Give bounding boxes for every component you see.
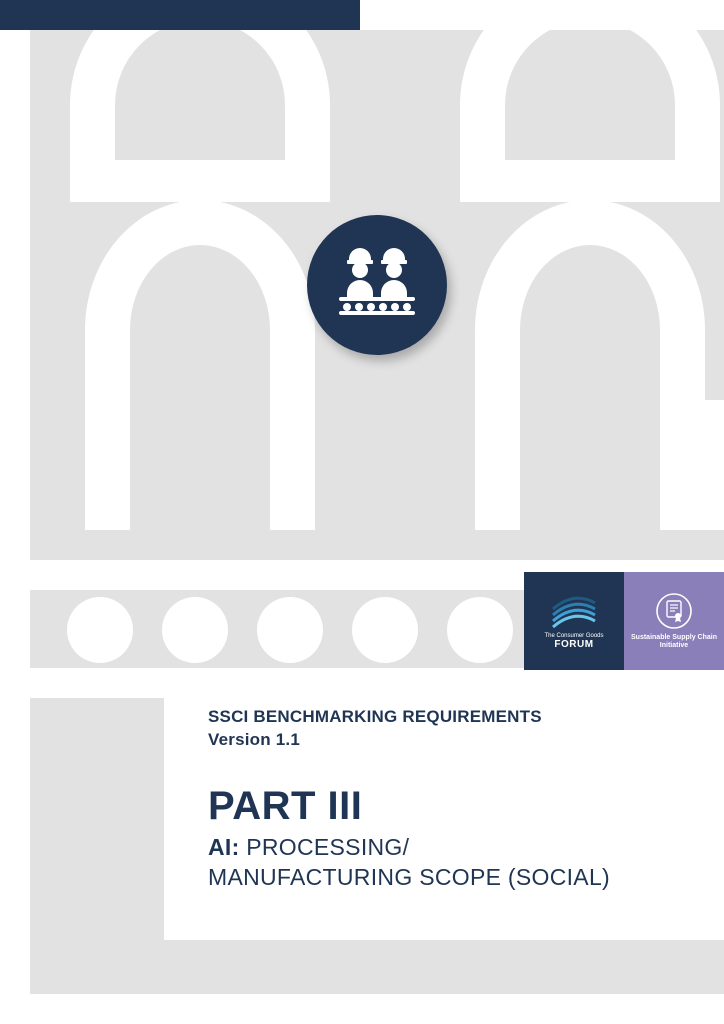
subtitle: AI: PROCESSING/ MANUFACTURING SCOPE (SOC…	[208, 833, 684, 893]
part-title: PART III	[208, 784, 684, 829]
document-header: SSCI BENCHMARKING REQUIREMENTS Version 1…	[208, 706, 684, 752]
consumer-goods-forum-logo: The Consumer Goods FORUM	[524, 572, 624, 670]
page-background: The Consumer Goods FORUM Sustainable Sup…	[30, 30, 724, 994]
subtitle-rest-2: MANUFACTURING SCOPE (SOCIAL)	[208, 864, 610, 890]
logo-divider-notch	[616, 613, 624, 629]
forum-logo-line2: FORUM	[554, 639, 593, 650]
logo-strip: The Consumer Goods FORUM Sustainable Sup…	[524, 572, 724, 670]
subtitle-bold: AI:	[208, 834, 240, 860]
center-circular-badge	[307, 215, 447, 355]
header-line-2: Version 1.1	[208, 729, 684, 752]
top-accent-bar	[0, 0, 360, 30]
header-line-1: SSCI BENCHMARKING REQUIREMENTS	[208, 706, 684, 729]
subtitle-rest-1: PROCESSING/	[240, 834, 410, 860]
certificate-badge-icon	[655, 592, 693, 630]
workers-on-conveyor-icon	[327, 235, 427, 335]
forum-swoosh-icon	[551, 593, 597, 629]
title-card: SSCI BENCHMARKING REQUIREMENTS Version 1…	[164, 670, 724, 940]
ssci-logo-text: Sustainable Supply Chain Initiative	[624, 634, 724, 651]
ssci-logo: Sustainable Supply Chain Initiative	[624, 572, 724, 670]
